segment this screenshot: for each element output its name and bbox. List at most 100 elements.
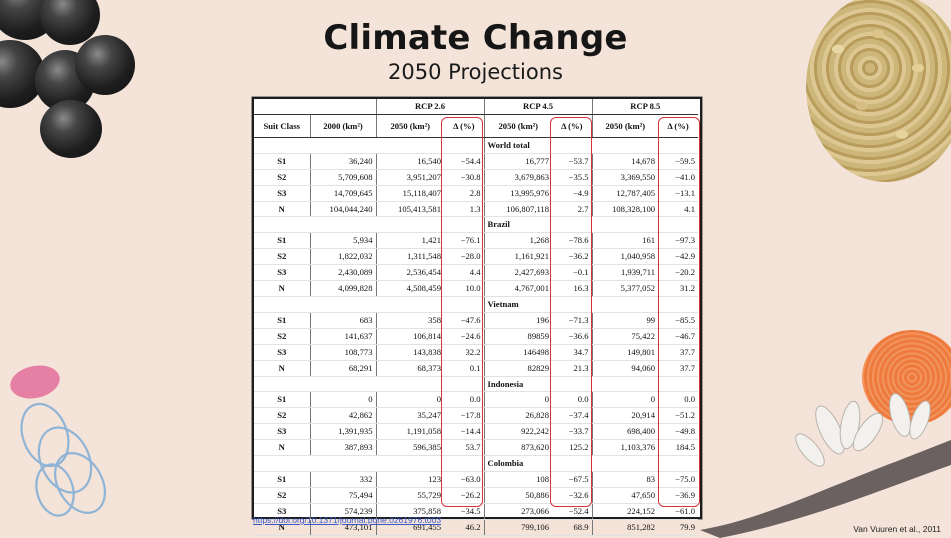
value-cell: 4,099,828 — [309, 280, 376, 297]
value-cell: 1,191,058 — [375, 423, 444, 441]
column-header: Δ (%) — [658, 114, 699, 138]
value-cell: 224,152 — [591, 503, 659, 520]
value-cell: 20,914 — [591, 407, 659, 425]
coffee-beans-image — [806, 0, 951, 182]
value-cell: −97.3 — [658, 232, 699, 250]
column-header: Suit Class — [254, 114, 310, 138]
value-cell: 2,536,454 — [375, 264, 444, 282]
value-cell: 4,508,459 — [375, 280, 444, 297]
table-row: S2 75,494 55,729 −26.2 50,886 −32.6 47,650 −36.… — [254, 487, 699, 504]
value-cell: −76.1 — [444, 232, 485, 250]
column-header: 2050 (km²) — [483, 114, 553, 138]
value-cell: 14,678 — [591, 153, 659, 170]
value-cell: −85.5 — [658, 312, 699, 329]
value-cell: −0.1 — [552, 264, 593, 282]
suit-class-cell: S1 — [254, 471, 310, 488]
value-cell: 83 — [591, 471, 659, 488]
suit-class-cell: N — [254, 201, 310, 218]
value-cell: −63.0 — [444, 471, 485, 488]
value-cell: 799,106 — [483, 519, 553, 536]
value-cell: 37.7 — [658, 360, 699, 377]
value-cell: −49.8 — [658, 423, 699, 441]
value-cell: −26.2 — [444, 487, 485, 504]
suit-class-cell: N — [254, 519, 310, 536]
suit-class-cell: S3 — [254, 185, 310, 202]
group-header: RCP 2.6 — [375, 99, 485, 115]
value-cell: −35.5 — [552, 169, 593, 186]
suit-class-cell: S1 — [254, 391, 310, 409]
table-row: S1 0 0 0.0 0 0.0 0 0.0 — [254, 391, 699, 409]
value-cell: 15,118,407 — [375, 185, 444, 202]
group-header: RCP 4.5 — [483, 99, 593, 115]
source-link[interactable]: https://doi.org/10.1371/journal.pone.026… — [253, 515, 442, 525]
value-cell: 106,814 — [375, 328, 444, 345]
value-cell: 105,413,581 — [375, 201, 444, 218]
suit-class-cell: S2 — [254, 407, 310, 425]
value-cell: 1,391,935 — [309, 423, 376, 441]
value-cell: 108,773 — [309, 344, 376, 361]
value-cell: −67.5 — [552, 471, 593, 488]
value-cell: 0.0 — [444, 391, 485, 409]
value-cell: 14,709,645 — [309, 185, 376, 202]
table-row: S1 5,934 1,421 −76.1 1,268 −78.6 161 −97.3 — [254, 232, 699, 250]
table-row: N 104,044,240 105,413,581 1.3 106,807,118 2.7… — [254, 201, 699, 218]
value-cell: −71.3 — [552, 312, 593, 329]
value-cell: 35,247 — [375, 407, 444, 425]
suit-class-cell: S2 — [254, 248, 310, 266]
value-cell: 3,951,207 — [375, 169, 444, 186]
value-cell: 36,240 — [309, 153, 376, 170]
value-cell: 37.7 — [658, 344, 699, 361]
value-cell: −20.2 — [658, 264, 699, 282]
value-cell: 2,427,693 — [483, 264, 553, 282]
value-cell: 4,767,001 — [483, 280, 553, 297]
value-cell: 146498 — [483, 344, 553, 361]
value-cell: −41.0 — [658, 169, 699, 186]
value-cell: 161 — [591, 232, 659, 250]
value-cell: 42,862 — [309, 407, 376, 425]
value-cell: −54.4 — [444, 153, 485, 170]
suit-class-cell: N — [254, 439, 310, 457]
value-cell: 32.2 — [444, 344, 485, 361]
table-row: S3 574,239 375,858 −34.5 273,066 −52.4 224,152… — [254, 503, 699, 520]
delta-highlight-box — [658, 117, 700, 507]
value-cell: −78.6 — [552, 232, 593, 250]
value-cell: 196 — [483, 312, 553, 329]
value-cell: −24.6 — [444, 328, 485, 345]
value-cell: 3,369,550 — [591, 169, 659, 186]
table-row: S1 332 123 −63.0 108 −67.5 83 −75.0 — [254, 471, 699, 488]
value-cell: 683 — [309, 312, 376, 329]
value-cell: 99 — [591, 312, 659, 329]
value-cell: 149,801 — [591, 344, 659, 361]
suit-class-cell: S1 — [254, 232, 310, 250]
table-row: S2 5,709,608 3,951,207 −30.8 3,679,863 −35.5 3… — [254, 169, 699, 186]
value-cell: 79.9 — [658, 519, 699, 536]
value-cell: 1,161,921 — [483, 248, 553, 266]
citation: Van Vuuren et al., 2011 — [853, 524, 941, 534]
table-row: N 4,099,828 4,508,459 10.0 4,767,001 16.3 5,37… — [254, 280, 699, 297]
suit-class-cell: S2 — [254, 328, 310, 345]
value-cell: 82829 — [483, 360, 553, 377]
table-row: S1 683 358 −47.6 196 −71.3 99 −85.5 — [254, 312, 699, 329]
value-cell: −51.2 — [658, 407, 699, 425]
value-cell: 108,328,100 — [591, 201, 659, 218]
table-row: S2 42,862 35,247 −17.8 26,828 −37.4 20,914 −51.… — [254, 407, 699, 425]
value-cell: 387,893 — [309, 439, 376, 457]
value-cell: 574,239 — [309, 503, 376, 520]
region-row: Indonesia — [254, 376, 699, 393]
value-cell: 375,858 — [375, 503, 444, 520]
value-cell: 34.7 — [552, 344, 593, 361]
suit-class-cell: S2 — [254, 169, 310, 186]
value-cell: 47,650 — [591, 487, 659, 504]
value-cell: 94,060 — [591, 360, 659, 377]
value-cell: 108 — [483, 471, 553, 488]
value-cell: −32.6 — [552, 487, 593, 504]
value-cell: 125.2 — [552, 439, 593, 457]
value-cell: 1,040,958 — [591, 248, 659, 266]
value-cell: 141,637 — [309, 328, 376, 345]
value-cell: −59.5 — [658, 153, 699, 170]
value-cell: −13.1 — [658, 185, 699, 202]
value-cell: 2.8 — [444, 185, 485, 202]
value-cell: 0.0 — [658, 391, 699, 409]
suit-class-cell: S3 — [254, 264, 310, 282]
column-header: Δ (%) — [552, 114, 593, 138]
